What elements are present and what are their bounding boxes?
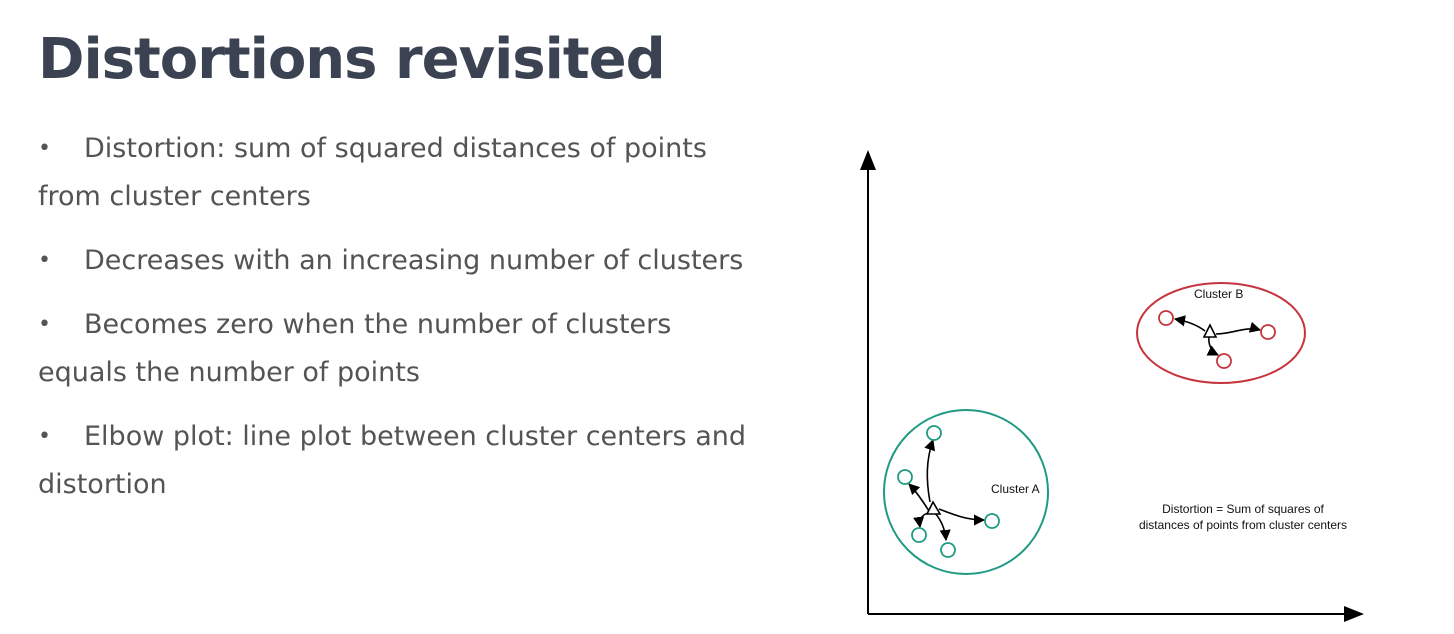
cluster-a-point bbox=[897, 469, 913, 485]
bullet-dot-icon: • bbox=[38, 248, 51, 273]
bullet-dot-icon: • bbox=[38, 424, 51, 449]
cluster-a-point bbox=[926, 425, 942, 441]
cluster-b-point bbox=[1216, 353, 1232, 369]
cluster-a-arrow bbox=[913, 512, 930, 529]
cluster-b-arrow bbox=[1215, 321, 1262, 335]
cluster-a: Cluster A bbox=[883, 409, 1049, 575]
cluster-a-center-icon bbox=[925, 500, 942, 515]
cluster-b-boundary bbox=[1136, 282, 1306, 384]
cluster-b-label: Cluster B bbox=[1194, 287, 1243, 301]
bullet-text: Becomes zero when the number of clusters… bbox=[38, 309, 672, 388]
cluster-b: Cluster B bbox=[1136, 282, 1306, 384]
bullet-item: • Distortion: sum of squared distances of… bbox=[38, 125, 758, 221]
cluster-a-arrow bbox=[924, 438, 935, 503]
cluster-b-arrow bbox=[1173, 315, 1206, 332]
bullet-item: • Decreases with an increasing number of … bbox=[38, 237, 758, 285]
bullet-dot-icon: • bbox=[38, 312, 51, 337]
bullet-text: Elbow plot: line plot between cluster ce… bbox=[38, 421, 747, 500]
distortion-caption-line-2: distances of points from cluster centers bbox=[1139, 518, 1347, 532]
bullet-text: Distortion: sum of squared distances of … bbox=[38, 133, 707, 212]
cluster-a-arrow bbox=[908, 483, 930, 512]
bullet-item: • Elbow plot: line plot between cluster c… bbox=[38, 413, 758, 509]
slide-title: Distortions revisited bbox=[38, 27, 666, 92]
cluster-a-point bbox=[940, 542, 956, 558]
cluster-b-point bbox=[1158, 310, 1174, 326]
bullet-dot-icon: • bbox=[38, 136, 51, 161]
cluster-a-point bbox=[984, 513, 1000, 529]
bullet-text: Decreases with an increasing number of c… bbox=[84, 245, 744, 276]
bullet-item: • Becomes zero when the number of cluster… bbox=[38, 301, 758, 397]
cluster-a-arrow bbox=[938, 508, 986, 526]
cluster-a-point bbox=[911, 527, 927, 543]
cluster-b-center-icon bbox=[1202, 323, 1218, 338]
distortion-caption-line-1: Distortion = Sum of squares of bbox=[1162, 502, 1324, 516]
cluster-b-point bbox=[1260, 324, 1276, 340]
cluster-a-arrow bbox=[934, 512, 951, 542]
cluster-a-boundary bbox=[883, 409, 1049, 575]
bullet-list: • Distortion: sum of squared distances of… bbox=[38, 125, 758, 525]
cluster-a-label: Cluster A bbox=[991, 482, 1040, 496]
cluster-b-arrow bbox=[1206, 336, 1220, 356]
